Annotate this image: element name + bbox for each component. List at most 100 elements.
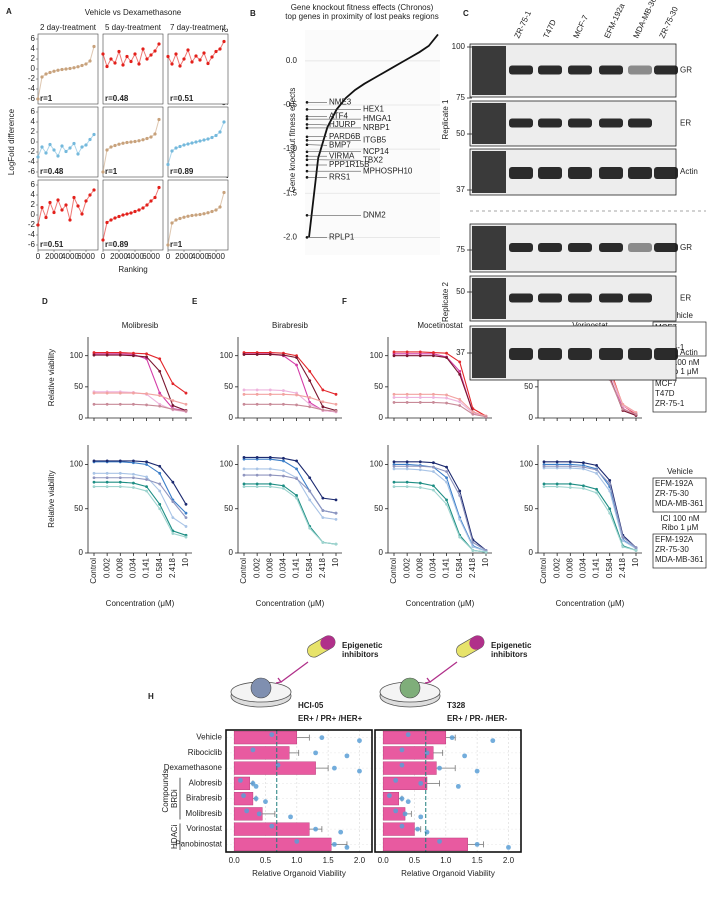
chart-title: T328 <box>447 701 466 710</box>
dose-point <box>582 484 585 488</box>
y-tick-label: 0 <box>379 413 384 422</box>
dose-point <box>171 480 175 484</box>
protein-band <box>568 118 592 128</box>
data-point <box>186 214 190 218</box>
dose-curve <box>244 352 337 395</box>
data-point <box>170 62 174 66</box>
replicate-point <box>253 783 259 789</box>
dose-point <box>392 401 396 404</box>
x-tick-label: 2000 <box>175 252 193 261</box>
y-tick-label: -1.5 <box>283 188 297 197</box>
dose-point <box>405 350 409 354</box>
data-point <box>210 135 214 140</box>
dose-curve <box>394 351 487 417</box>
bar <box>233 761 316 775</box>
dose-point <box>308 476 312 480</box>
dose-point <box>132 476 135 480</box>
dose-point <box>268 467 272 471</box>
data-point <box>117 49 121 54</box>
legend-entry: ZR-75-30 <box>655 545 689 554</box>
dose-point <box>568 482 572 486</box>
replicate-point <box>405 799 411 805</box>
dose-point <box>158 482 162 486</box>
annotation: Epigenetic <box>491 641 532 650</box>
gene-label: PPP1R15B <box>329 160 369 169</box>
dose-point <box>118 459 122 463</box>
marker-label: 75 <box>456 93 465 102</box>
dose-point <box>158 502 162 506</box>
dose-point <box>445 470 448 473</box>
data-point <box>133 52 137 56</box>
x-tick-label: 10 <box>181 557 190 566</box>
dose-point <box>268 485 272 489</box>
data-point <box>206 61 210 66</box>
data-point <box>182 57 186 61</box>
replicate-point <box>250 780 256 786</box>
dose-point <box>568 464 572 468</box>
x-tick-label: 0 <box>101 252 106 261</box>
y-tick-label: 0 <box>529 548 534 557</box>
dose-point <box>334 542 338 546</box>
dose-point <box>308 526 312 530</box>
band-label: GR <box>680 243 692 252</box>
y-tick-label: -6 <box>28 167 36 176</box>
data-point <box>166 162 170 167</box>
dose-point <box>595 463 598 467</box>
arrow-head <box>275 677 283 684</box>
protein-band <box>568 65 592 75</box>
replicate-point <box>256 811 262 817</box>
protein-band <box>538 118 562 128</box>
dose-point <box>608 489 612 493</box>
bar <box>382 761 437 775</box>
replicate-point <box>244 808 250 814</box>
dose-point <box>268 455 272 459</box>
bar <box>233 837 332 851</box>
data-point <box>109 145 113 149</box>
bar <box>382 822 415 836</box>
x-tick-label: 0.584 <box>455 557 464 578</box>
data-point <box>218 205 222 209</box>
protein-band <box>654 348 678 360</box>
gene-label: MPHOSPH10 <box>363 166 413 175</box>
dose-point <box>405 392 409 396</box>
data-point <box>88 59 92 63</box>
dose-point <box>321 405 325 409</box>
marker-label: 50 <box>456 129 465 138</box>
dose-curve <box>394 355 487 418</box>
data-point <box>80 212 84 216</box>
y-tick-label: 4 <box>31 190 36 199</box>
dose-point <box>334 409 338 413</box>
data-point <box>105 148 109 152</box>
band-label: GR <box>680 66 692 75</box>
dose-point <box>432 392 435 396</box>
data-point <box>125 54 129 59</box>
dose-curve <box>394 393 487 417</box>
replicate-point <box>437 838 442 844</box>
dose-point <box>405 464 409 468</box>
data-point <box>145 136 149 141</box>
dose-point <box>92 480 96 484</box>
data-point <box>125 212 129 216</box>
dose-point <box>282 389 285 392</box>
dose-point <box>445 480 448 484</box>
data-point <box>182 215 186 219</box>
protein-band <box>509 348 533 360</box>
r-label: r=1 <box>105 167 118 176</box>
data-point <box>194 140 198 144</box>
dose-point <box>432 354 435 358</box>
ladder-lane <box>472 226 506 270</box>
panel-letter: E <box>192 297 198 306</box>
gene-label: NRBP1 <box>363 123 390 132</box>
y-tick-label: 0 <box>379 548 384 557</box>
replicate-point <box>449 735 455 741</box>
protein-band <box>654 243 678 252</box>
r-label: r=1 <box>170 240 183 249</box>
dose-point <box>118 402 122 406</box>
dose-point <box>471 540 475 544</box>
data-point <box>190 141 194 145</box>
y-tick-label: 50 <box>374 504 383 513</box>
pill-half <box>469 635 485 650</box>
r-label: r=0.48 <box>40 167 64 176</box>
dose-point <box>242 392 246 396</box>
